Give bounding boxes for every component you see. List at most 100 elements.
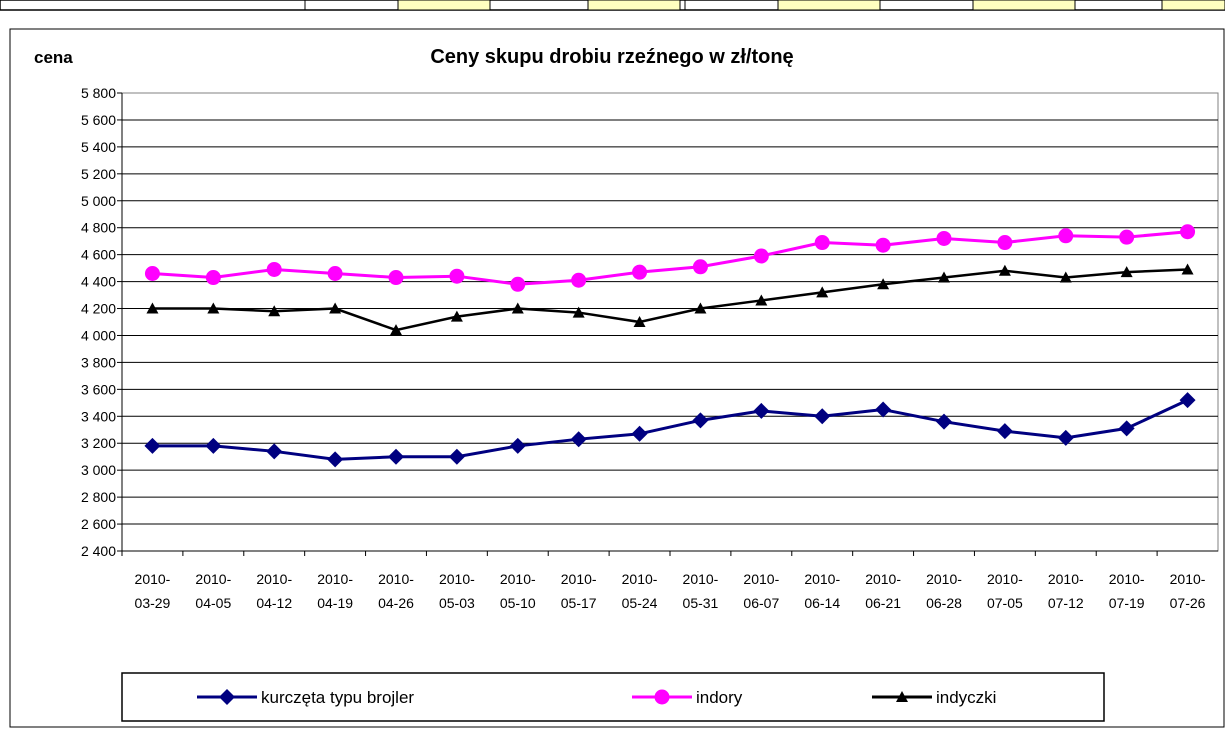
marker-diamond: [996, 423, 1013, 440]
marker-diamond: [509, 437, 526, 454]
x-tick-label: 2010-05-17: [561, 571, 597, 611]
x-tick-label: 2010-05-03: [439, 571, 475, 611]
y-tick-label: 4 800: [81, 220, 116, 236]
marker-triangle: [816, 286, 829, 298]
x-tick-label: 2010-07-05: [987, 571, 1023, 611]
marker-circle: [144, 266, 160, 282]
series-line: [152, 398, 1189, 461]
x-tick-label: 2010-03-29: [135, 571, 171, 611]
y-tick-label: 3 800: [81, 354, 116, 370]
x-tick-label: 2010-05-31: [683, 571, 719, 611]
marker-diamond: [875, 401, 892, 418]
marker-triangle: [1059, 271, 1072, 283]
marker-circle: [692, 259, 708, 275]
marker-triangle: [1181, 263, 1194, 275]
marker-triangle: [329, 302, 342, 314]
marker-diamond: [936, 413, 952, 430]
x-tick-label: 2010-07-26: [1170, 571, 1206, 611]
series-line: [152, 230, 1188, 286]
x-tick-label: 2010-06-14: [804, 571, 840, 611]
y-tick-label: 4 600: [81, 247, 116, 263]
marker-triangle: [390, 324, 402, 336]
marker-triangle: [694, 302, 707, 314]
marker-triangle: [633, 316, 646, 327]
marker-circle: [327, 266, 343, 282]
y-tick-label: 4 200: [81, 301, 116, 317]
marker-circle: [571, 272, 587, 288]
marker-diamond: [692, 412, 709, 429]
y-tick-label: 3 200: [81, 435, 116, 451]
marker-circle: [814, 235, 830, 251]
marker-diamond: [327, 451, 344, 468]
x-tick-label: 2010-07-12: [1048, 571, 1084, 611]
x-tick-label: 2010-04-12: [256, 571, 292, 611]
marker-triangle: [207, 302, 220, 314]
marker-diamond: [1179, 392, 1196, 409]
marker-diamond: [219, 689, 235, 705]
y-tick-label: 5 000: [81, 193, 116, 209]
marker-triangle: [511, 302, 524, 314]
marker-diamond: [753, 402, 770, 419]
legend-label: kurczęta typu brojler: [261, 688, 414, 707]
y-tick-label: 3 400: [81, 408, 116, 424]
x-tick-label: 2010-04-19: [317, 571, 353, 611]
marker-triangle: [572, 306, 585, 318]
y-tick-label: 3 000: [81, 462, 116, 478]
x-tick-label: 2010-06-21: [865, 571, 901, 611]
marker-triangle: [146, 302, 159, 314]
y-tick-label: 5 200: [81, 166, 116, 182]
marker-triangle: [998, 264, 1011, 276]
y-tick-label: 5 800: [81, 85, 116, 101]
marker-triangle: [755, 294, 768, 306]
marker-circle: [753, 248, 769, 264]
y-tick-label: 4 400: [81, 274, 116, 290]
y-tick-label: 2 600: [81, 516, 116, 532]
y-tick-label: 2 400: [81, 543, 116, 559]
x-tick-label: 2010-06-28: [926, 571, 962, 611]
y-tick-label: 5 400: [81, 139, 116, 155]
x-tick-label: 2010-07-19: [1109, 571, 1145, 611]
x-tick-label: 2010-06-07: [743, 571, 779, 611]
marker-diamond: [266, 443, 283, 460]
plot-area: [121, 92, 1219, 552]
series-line: [152, 268, 1188, 332]
marker-diamond: [1057, 429, 1074, 446]
marker-diamond: [570, 431, 587, 448]
marker-triangle: [938, 271, 950, 283]
x-tick-label: 2010-04-05: [195, 571, 231, 611]
marker-diamond: [448, 448, 465, 465]
legend-box: [121, 672, 1105, 722]
chart-title: Ceny skupu drobiu rzeźnego w zł/tonę: [430, 46, 793, 68]
marker-circle: [266, 261, 282, 277]
table-strip: [0, 0, 1225, 11]
marker-circle: [449, 268, 465, 284]
marker-triangle: [268, 305, 281, 317]
marker-circle: [1119, 229, 1135, 245]
marker-circle: [875, 237, 891, 253]
y-axis-label: cena: [34, 48, 73, 67]
marker-circle: [997, 235, 1013, 251]
x-tick-label: 2010-04-26: [378, 571, 414, 611]
marker-diamond: [388, 448, 404, 465]
marker-triangle: [896, 691, 908, 702]
marker-triangle: [450, 310, 463, 322]
x-tick-label: 2010-05-10: [500, 571, 536, 611]
marker-diamond: [814, 408, 831, 425]
legend-label: indyczki: [936, 688, 996, 707]
marker-diamond: [631, 425, 648, 442]
marker-triangle: [877, 278, 890, 290]
y-tick-label: 3 600: [81, 381, 116, 397]
y-tick-label: 4 000: [81, 327, 116, 343]
x-tick-label: 2010-05-24: [622, 571, 658, 611]
legend-label: indory: [696, 688, 743, 707]
marker-circle: [1180, 224, 1196, 240]
y-tick-label: 5 600: [81, 112, 116, 128]
y-tick-label: 2 800: [81, 489, 116, 505]
marker-circle: [654, 689, 670, 705]
marker-diamond: [205, 437, 222, 454]
marker-diamond: [1118, 420, 1135, 437]
marker-circle: [205, 270, 221, 286]
marker-diamond: [144, 437, 161, 454]
marker-circle: [388, 270, 404, 286]
